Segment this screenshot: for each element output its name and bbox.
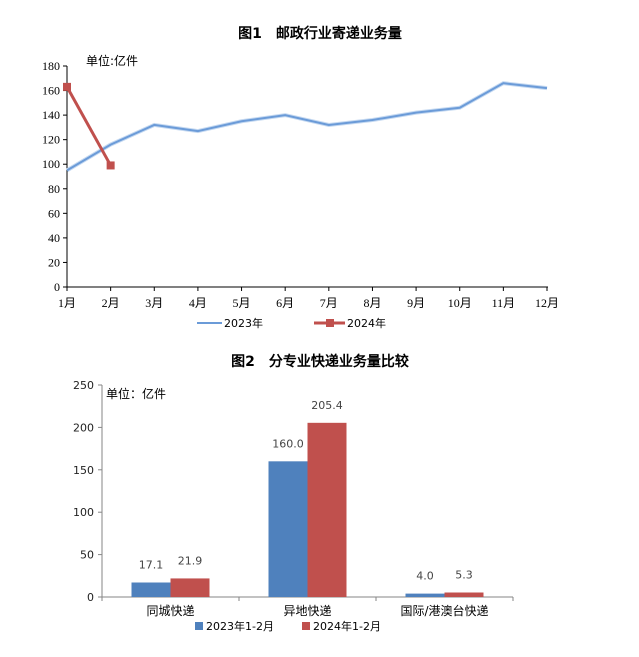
bar-data-label: 205.4 xyxy=(311,399,343,412)
x-tick-label: 3月 xyxy=(145,296,163,310)
y-tick-label: 60 xyxy=(48,206,60,220)
bar-data-label: 4.0 xyxy=(416,570,434,583)
y-tick-label: 250 xyxy=(73,379,94,392)
x-tick-label: 7月 xyxy=(320,296,338,310)
y-tick-label: 140 xyxy=(42,108,60,122)
legend-swatch xyxy=(195,622,203,630)
x-tick-label: 6月 xyxy=(276,296,294,310)
y-tick-label: 100 xyxy=(73,506,94,519)
y-tick-label: 160 xyxy=(42,84,60,98)
x-tick-label: 1月 xyxy=(58,296,76,310)
legend-swatch xyxy=(302,622,310,630)
x-tick-label: 异地快递 xyxy=(283,604,331,618)
chart-1-unit: 单位:亿件 xyxy=(86,53,138,68)
x-tick-label: 4月 xyxy=(189,296,207,310)
bar xyxy=(170,578,210,597)
bar xyxy=(131,582,171,597)
bar xyxy=(268,461,308,597)
bar-data-label: 21.9 xyxy=(178,554,203,567)
series-2024-line xyxy=(65,86,112,167)
x-tick-label: 9月 xyxy=(407,296,425,310)
x-tick-label: 10月 xyxy=(448,296,472,310)
legend-2024-marker xyxy=(326,319,334,327)
series-2023-halo xyxy=(65,81,548,173)
x-tick-label: 5月 xyxy=(233,296,251,310)
legend-2024-label: 2024年 xyxy=(347,316,386,330)
x-tick-label: 12月 xyxy=(535,296,559,310)
x-tick-label: 2月 xyxy=(102,296,120,310)
chart-2-unit: 单位：亿件 xyxy=(106,386,166,401)
bar-data-label: 5.3 xyxy=(455,569,473,582)
series-2024-point xyxy=(63,82,71,91)
legend-label: 2023年1-2月 xyxy=(206,619,274,633)
x-tick-label: 8月 xyxy=(363,296,381,310)
y-tick-label: 120 xyxy=(42,133,60,147)
x-tick-label: 同城快递 xyxy=(146,604,194,618)
y-tick-label: 200 xyxy=(73,421,94,434)
bar-data-label: 17.1 xyxy=(139,558,164,571)
chart-1-title: 图1 邮政行业寄递业务量 xyxy=(238,25,402,42)
y-tick-label: 0 xyxy=(54,280,60,294)
y-tick-label: 80 xyxy=(48,182,60,196)
chart-2-title: 图2 分专业快递业务量比较 xyxy=(231,353,409,370)
x-tick-label: 11月 xyxy=(492,296,516,310)
series-2024-point xyxy=(106,161,115,170)
legend-label: 2024年1-2月 xyxy=(313,619,381,633)
bar-data-label: 160.0 xyxy=(272,437,304,450)
x-tick-label: 国际/港澳台快递 xyxy=(400,603,488,618)
y-tick-label: 0 xyxy=(87,591,94,604)
y-tick-label: 150 xyxy=(73,464,94,477)
legend-2023-label: 2023年 xyxy=(224,316,263,330)
bar xyxy=(307,422,347,597)
y-tick-label: 40 xyxy=(48,231,60,245)
chart-2: 图2 分专业快递业务量比较 单位：亿件 0 50 100 150 200 250 同城快递 1… xyxy=(73,353,514,633)
chart-1: 图1 邮政行业寄递业务量 单位:亿件 0 20 40 60 80 100 120 140 160… xyxy=(42,25,559,330)
y-tick-label: 100 xyxy=(42,157,60,171)
y-tick-label: 50 xyxy=(80,549,94,562)
bar xyxy=(444,592,484,597)
bar xyxy=(405,593,445,597)
y-tick-label: 20 xyxy=(48,255,60,269)
y-tick-label: 180 xyxy=(42,59,60,73)
series-2023-line xyxy=(66,82,548,172)
